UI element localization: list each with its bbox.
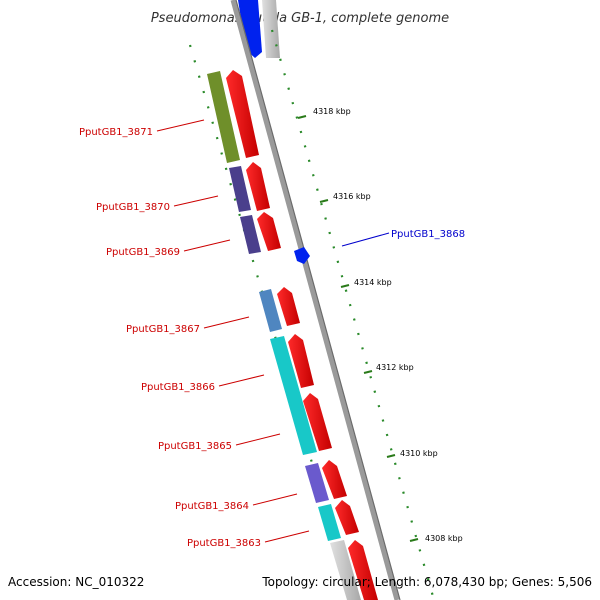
accession-text: Accession: NC_010322 <box>8 575 144 589</box>
gene-label-3867[interactable]: PputGB1_3867 <box>126 324 200 335</box>
gene-label-3870[interactable]: PputGB1_3870 <box>96 202 170 213</box>
gene-3867-cog[interactable] <box>259 289 282 332</box>
gene-label-3865[interactable]: PputGB1_3865 <box>158 441 232 452</box>
scale-tick-4314 <box>340 284 350 288</box>
gene-label-3866[interactable]: PputGB1_3866 <box>141 382 215 393</box>
label-leader-3867 <box>203 316 250 329</box>
scale-tick-4318 <box>297 115 307 119</box>
scale-label: 4316 kbp <box>333 192 371 201</box>
cds-3864[interactable] <box>322 460 347 499</box>
label-leader-3865 <box>235 433 281 446</box>
cds-3869[interactable] <box>257 212 281 251</box>
gene-label-3871[interactable]: PputGB1_3871 <box>79 127 153 138</box>
gene-3868-feature[interactable] <box>294 247 310 264</box>
scale-tick-4312 <box>363 370 373 374</box>
cds-3863[interactable] <box>335 500 359 535</box>
gene-label-3868[interactable]: PputGB1_3868 <box>391 229 465 240</box>
scale-label: 4308 kbp <box>425 534 463 543</box>
label-leader-3871 <box>156 119 205 132</box>
scale-label: 4314 kbp <box>354 278 392 287</box>
label-leader-3870 <box>173 195 219 207</box>
cds-3870[interactable] <box>246 162 270 211</box>
gene-label-3863[interactable]: PputGB1_3863 <box>187 538 261 549</box>
scale-label: 4312 kbp <box>376 363 414 372</box>
label-leader-3869 <box>183 239 231 252</box>
genome-summary-text: Topology: circular; Length: 6,078,430 bp… <box>261 575 592 589</box>
map-title: Pseudomonas putida GB-1, complete genome <box>151 11 449 26</box>
gene-3870-cog[interactable] <box>229 166 251 212</box>
cds-3865[interactable] <box>303 393 332 451</box>
gene-3863-cog[interactable] <box>318 504 341 541</box>
cds-3867[interactable] <box>277 287 300 326</box>
label-leader-3866 <box>218 374 265 387</box>
gene-3866-cog[interactable] <box>270 336 317 455</box>
top-gray-feature[interactable] <box>262 0 280 58</box>
gene-3871-cog[interactable] <box>207 71 240 163</box>
cds-3866[interactable] <box>288 334 314 388</box>
gene-3864-cog[interactable] <box>305 463 329 503</box>
label-leader-3864 <box>252 493 298 506</box>
genome-backbone <box>230 0 400 600</box>
scale-tick-4310 <box>386 454 396 458</box>
scale-label: 4310 kbp <box>400 449 438 458</box>
cds-bottom[interactable] <box>348 540 378 600</box>
label-leader-3863 <box>264 530 310 543</box>
scale-label: 4318 kbp <box>313 107 351 116</box>
top-forward-feature[interactable] <box>238 0 262 58</box>
gene-3869-cog[interactable] <box>240 215 261 254</box>
cds-3871[interactable] <box>226 70 259 158</box>
scale-tick-4316 <box>319 199 329 203</box>
label-leader-3868 <box>341 232 390 247</box>
bottom-gray-feature[interactable] <box>330 540 361 600</box>
gene-label-3869[interactable]: PputGB1_3869 <box>106 247 180 258</box>
scale-tick-4308 <box>409 538 419 542</box>
genome-backbone-edge <box>235 0 401 600</box>
gene-label-3864[interactable]: PputGB1_3864 <box>175 501 249 512</box>
